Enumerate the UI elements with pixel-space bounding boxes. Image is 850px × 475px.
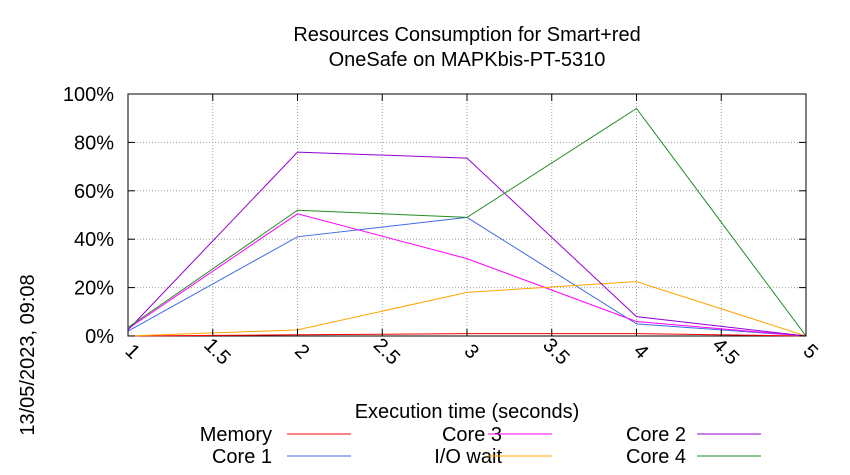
legend-label: Core 3 <box>442 424 502 446</box>
chart-title-line-2: OneSafe on MAPKbis-PT-5310 <box>329 49 606 71</box>
legend-label: Core 4 <box>626 446 686 468</box>
timestamp-label: 13/05/2023, 09:08 <box>17 274 39 435</box>
y-tick-label: 20% <box>74 278 114 300</box>
x-tick-label: 2 <box>290 340 313 363</box>
x-tick-label: 4 <box>629 340 652 363</box>
y-tick-label: 80% <box>74 132 114 154</box>
y-tick-label: 40% <box>74 229 114 251</box>
legend-label: Core 1 <box>212 446 272 468</box>
series-line <box>127 151 807 337</box>
y-tick-label: 0% <box>85 326 114 348</box>
series-line <box>127 281 807 337</box>
series-line <box>127 213 807 337</box>
y-tick-label: 100% <box>63 84 114 106</box>
legend-label: I/O wait <box>434 446 502 468</box>
axis-ticks: 0% 20% 40% 60% 80% 100% 1 1.5 2 2.5 3 3.5 4 4.5 5 <box>63 84 822 369</box>
x-tick-label: 1 <box>121 340 144 363</box>
x-tick-label: 3.5 <box>538 334 573 369</box>
legend-label: Core 2 <box>626 424 686 446</box>
grid <box>127 93 807 337</box>
x-tick-label: 5 <box>799 340 822 363</box>
legend-label: Memory <box>200 424 272 446</box>
series-lines <box>127 107 807 337</box>
x-tick-label: 3 <box>460 340 483 363</box>
x-tick-label: 4.5 <box>708 334 743 369</box>
x-tick-label: 1.5 <box>199 334 234 369</box>
y-tick-label: 60% <box>74 181 114 203</box>
x-axis-label: Execution time (seconds) <box>355 401 580 423</box>
series-line <box>127 107 807 337</box>
x-tick-label: 2.5 <box>369 334 404 369</box>
chart-title-line-1: Resources Consumption for Smart+red <box>293 24 640 46</box>
